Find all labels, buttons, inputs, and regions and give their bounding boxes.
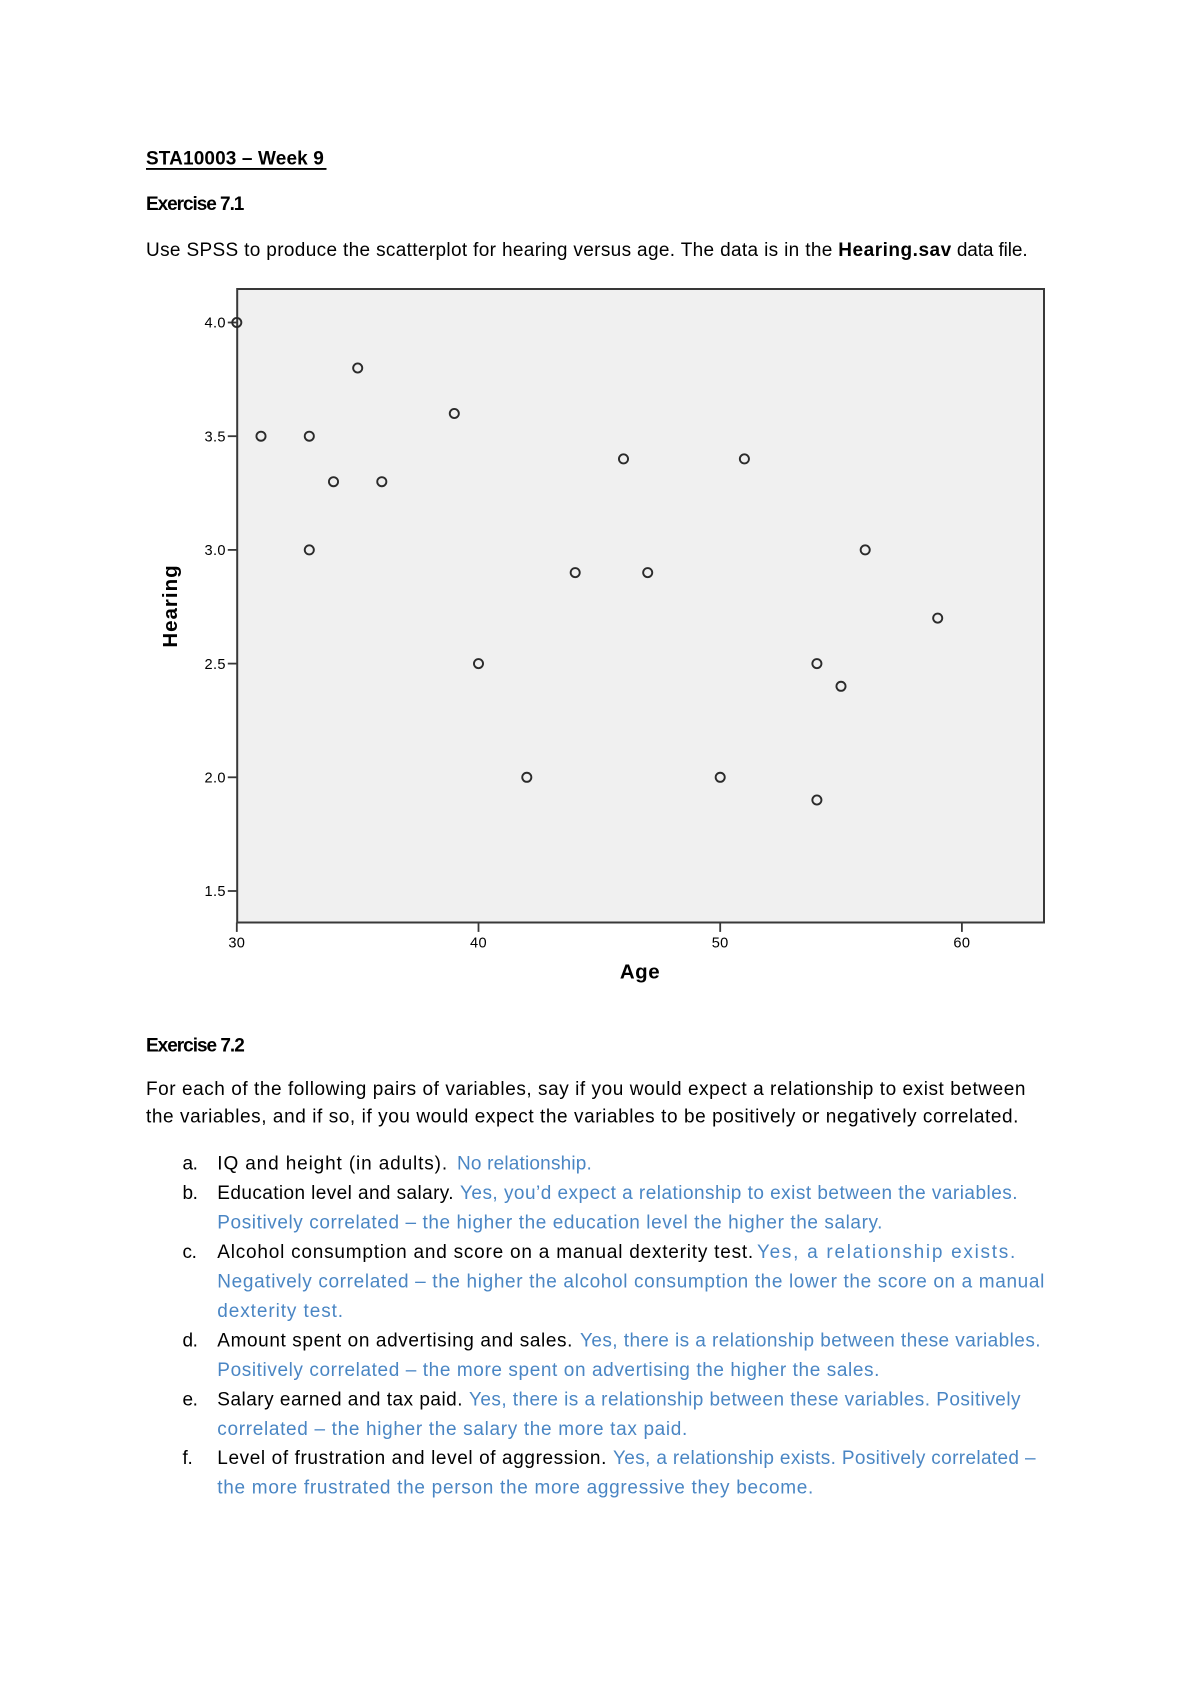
svg-text:40: 40 — [470, 936, 487, 952]
svg-text:Positively correlated – the mo: Positively correlated – the more spent o… — [217, 1360, 880, 1381]
svg-text:IQ and height (in adults). No: IQ and height (in adults). No relationsh… — [217, 1154, 592, 1175]
svg-text:STA10003 – Week 9: STA10003 – Week 9 — [146, 149, 324, 170]
svg-text:Alcohol consumption and score: Alcohol consumption and score on a manua… — [217, 1242, 1017, 1263]
svg-text:Amount spent on advertising an: Amount spent on advertising and sales. Y… — [217, 1330, 1041, 1351]
svg-text:Age: Age — [620, 961, 660, 984]
svg-text:50: 50 — [712, 936, 729, 952]
svg-text:Negatively correlated – the hi: Negatively correlated – the higher the a… — [217, 1272, 1045, 1293]
svg-text:2.5: 2.5 — [205, 657, 226, 673]
svg-text:Positively correlated – the hi: Positively correlated – the higher the e… — [217, 1213, 883, 1234]
svg-text:3.0: 3.0 — [205, 543, 226, 559]
svg-text:Exercise 7.1: Exercise 7.1 — [146, 194, 245, 215]
svg-text:Use SPSS to produce the scatte: Use SPSS to produce the scatterplot for … — [146, 240, 1028, 261]
svg-text:Salary earned and tax paid. Ye: Salary earned and tax paid. Yes, there i… — [217, 1389, 1021, 1410]
svg-text:For each of the following pair: For each of the following pairs of varia… — [146, 1079, 1026, 1100]
svg-text:f.: f. — [183, 1448, 193, 1469]
svg-text:60: 60 — [953, 936, 970, 952]
svg-text:the more frustrated the person: the more frustrated the person the more … — [217, 1478, 814, 1499]
svg-text:a.: a. — [183, 1154, 198, 1175]
svg-text:4.0: 4.0 — [205, 316, 226, 332]
svg-text:correlated – the higher the sa: correlated – the higher the salary the m… — [217, 1419, 688, 1440]
svg-text:d.: d. — [183, 1330, 198, 1351]
svg-text:Exercise 7.2: Exercise 7.2 — [146, 1036, 244, 1057]
svg-text:Education level and salary. Ye: Education level and salary. Yes, you’d e… — [217, 1183, 1018, 1204]
svg-text:3.5: 3.5 — [205, 429, 226, 445]
svg-text:30: 30 — [228, 936, 245, 952]
svg-text:e.: e. — [183, 1389, 198, 1410]
svg-text:the variables, and if so, if y: the variables, and if so, if you would e… — [146, 1107, 1019, 1128]
svg-text:c.: c. — [183, 1242, 197, 1263]
svg-text:b.: b. — [183, 1183, 198, 1204]
svg-text:dexterity test.: dexterity test. — [217, 1301, 344, 1322]
svg-text:Hearing: Hearing — [159, 564, 182, 647]
svg-text:Level of frustration and level: Level of frustration and level of aggres… — [217, 1448, 1036, 1469]
svg-text:1.5: 1.5 — [205, 884, 226, 900]
svg-text:2.0: 2.0 — [205, 771, 226, 787]
